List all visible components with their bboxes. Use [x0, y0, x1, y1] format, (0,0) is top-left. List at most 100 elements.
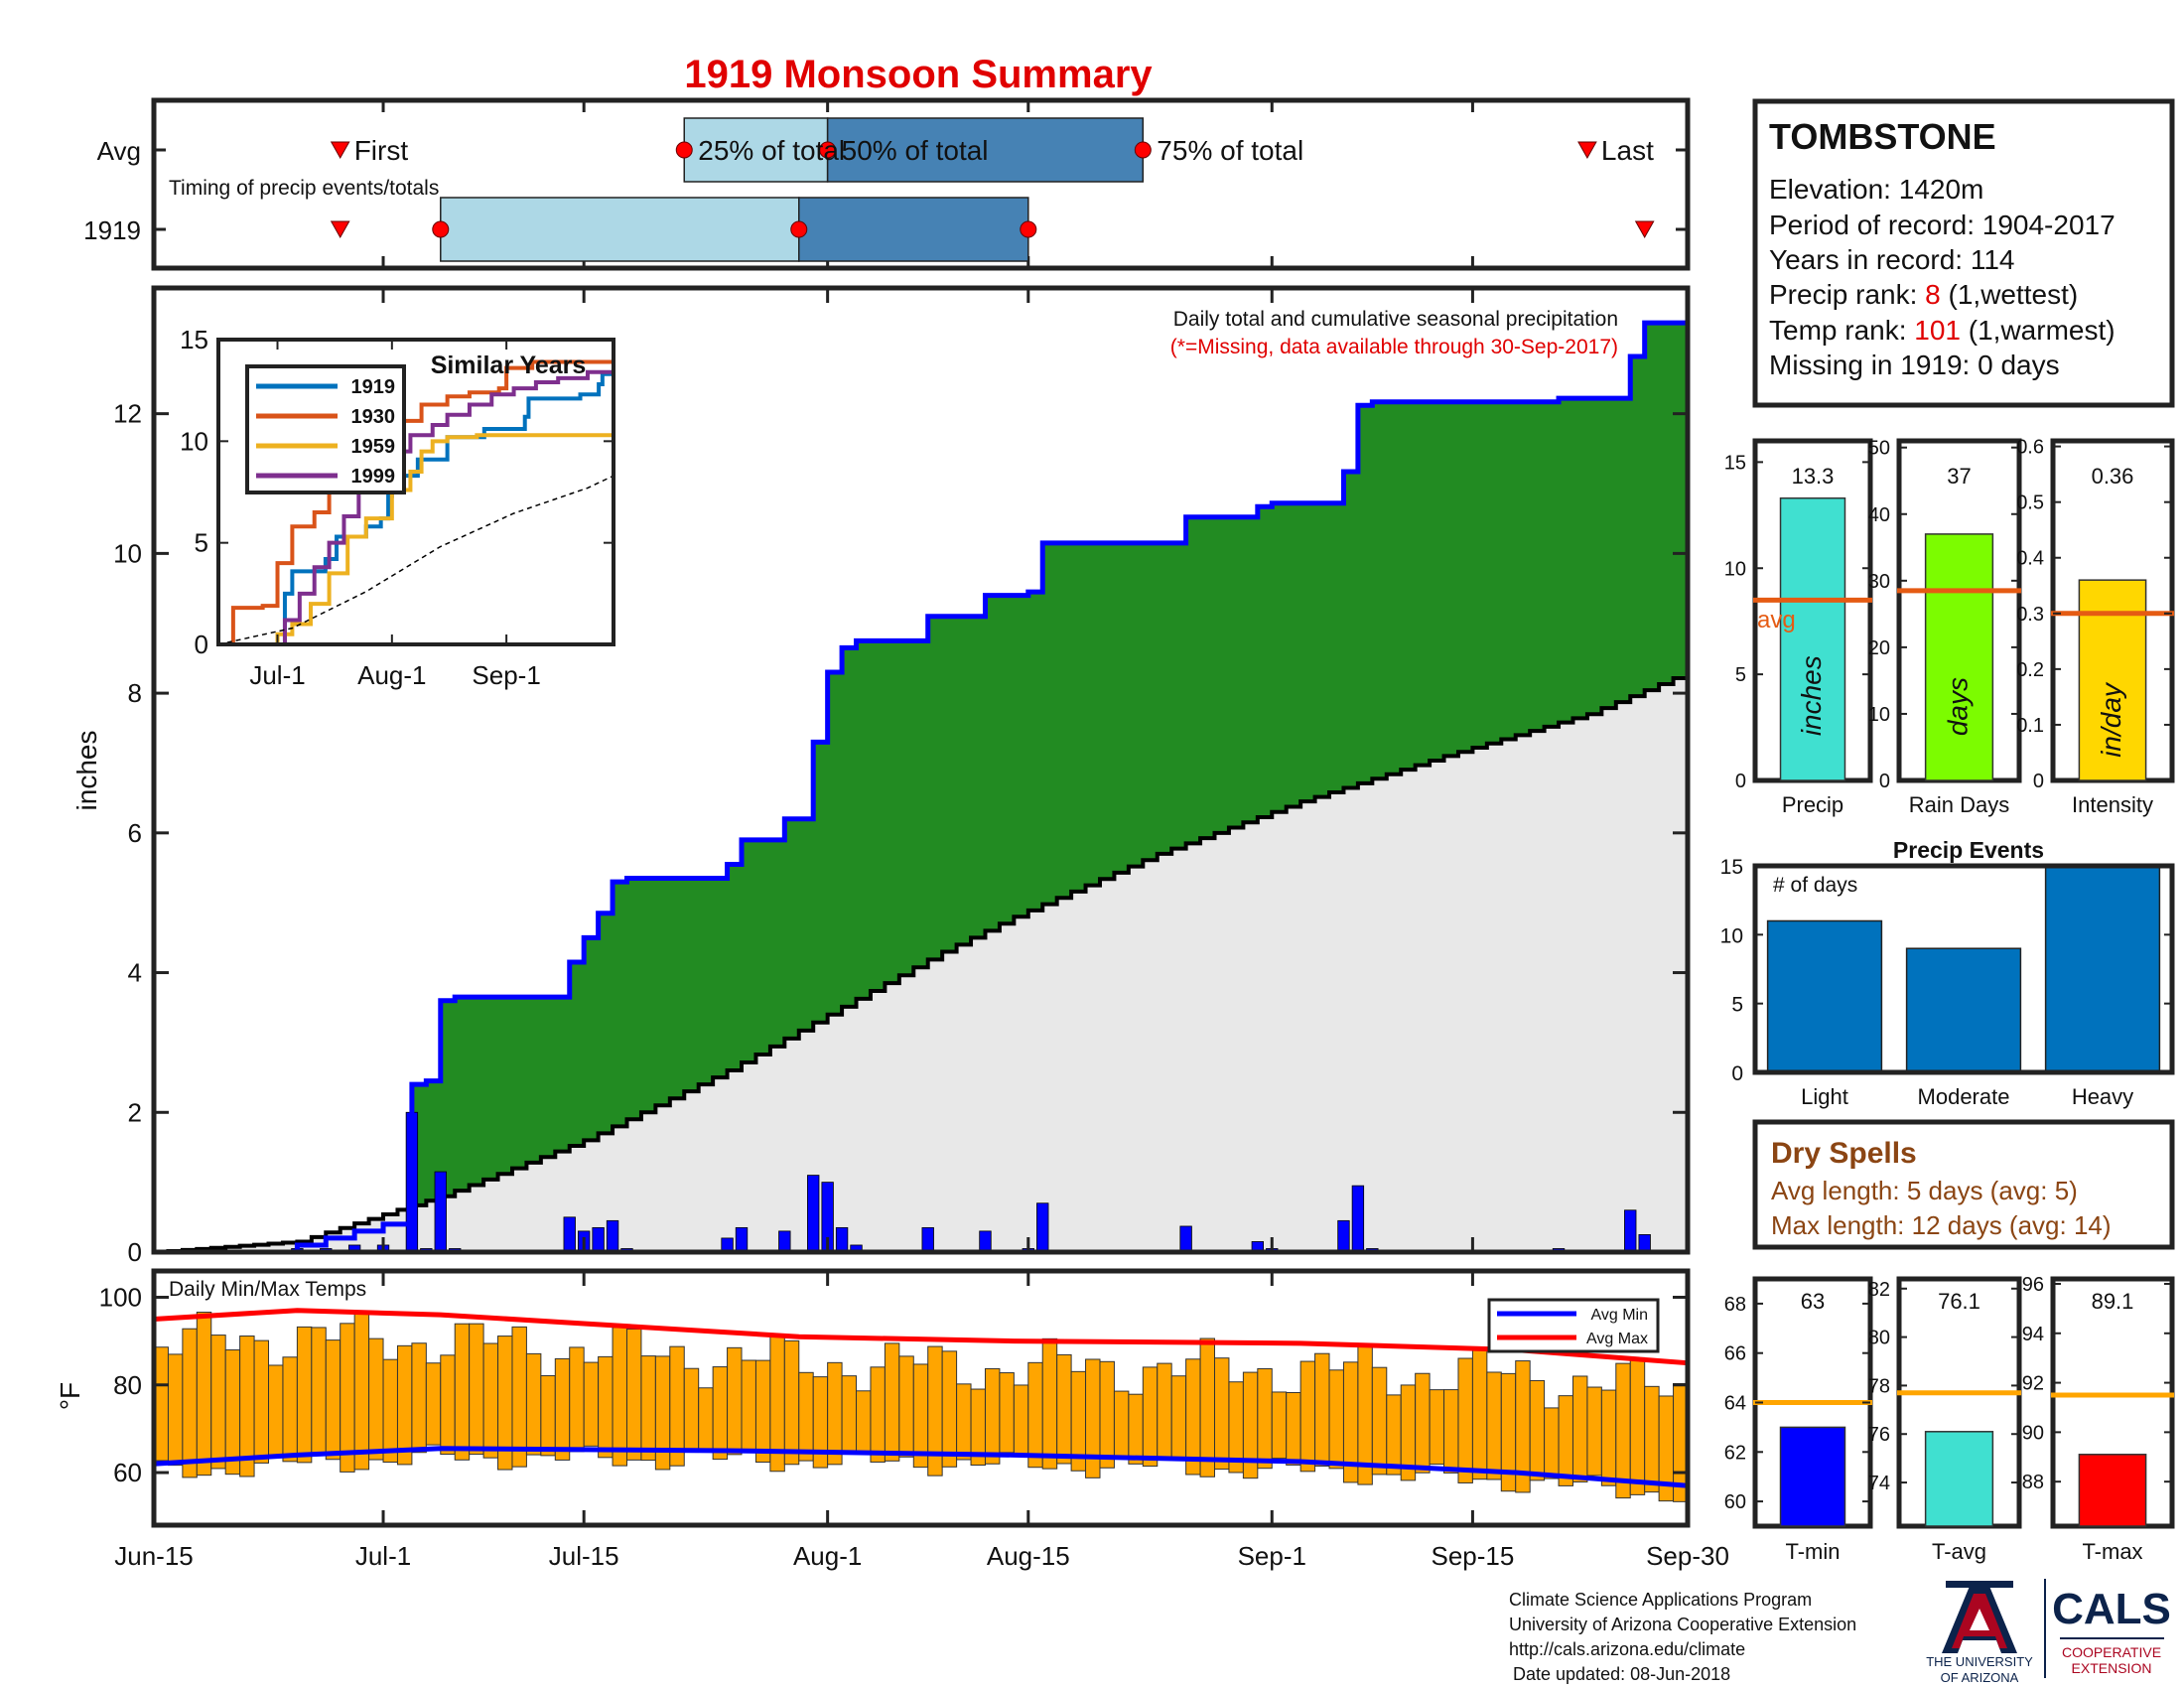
legend-avg-max: Avg Max [1586, 1331, 1648, 1347]
daily-temp-range-bar [683, 1367, 700, 1454]
daily-temp-range-bar [554, 1357, 571, 1461]
average-area [154, 671, 1688, 1252]
dry-spells-title: Dry Spells [1771, 1137, 1917, 1170]
date-tick-label: Aug-15 [987, 1541, 1070, 1571]
daily-temp-range-bar [411, 1342, 427, 1454]
daily-temp-range-bar [1271, 1391, 1288, 1460]
main-annotation: Daily total and cumulative seasonal prec… [1173, 308, 1618, 331]
daily-temp-range-bar [353, 1311, 370, 1471]
daily-temp-range-bar [625, 1329, 642, 1461]
stat-ytick-label: 0.3 [2016, 604, 2044, 626]
cals-wordmark: CALS [2052, 1585, 2171, 1633]
daily-temp-range-bar [224, 1349, 241, 1476]
main-ytick-label: 6 [128, 818, 142, 848]
dry-spells-avg: Avg length: 5 days (avg: 5) [1771, 1176, 2078, 1205]
similar-average-line [217, 475, 614, 645]
station-frame [1752, 98, 2175, 408]
daily-temp-range-bar [598, 1355, 614, 1459]
daily-temp-range-bar [1415, 1372, 1431, 1474]
daily-temp-range-bar [798, 1371, 814, 1462]
stat-unit-label-1: days [1943, 677, 1974, 736]
daily-temp-range-bar [741, 1359, 756, 1452]
daily-temp-range-bar [1600, 1389, 1617, 1486]
cals-coop-2: EXTENSION [2072, 1660, 2152, 1676]
temp-ytick-label: 80 [113, 1370, 142, 1400]
stat-unit-label-2: in/day [2096, 681, 2126, 758]
daily-temp-range-bar [583, 1361, 600, 1447]
inset-legend-1919: 1919 [351, 376, 396, 398]
main-ytick-label: 0 [128, 1237, 142, 1267]
daily-precip-bar [979, 1230, 992, 1253]
inset-legend-1999: 1999 [351, 466, 396, 488]
daily-temp-range-bar [1644, 1385, 1660, 1493]
tstat-ytick-label: 68 [1724, 1294, 1746, 1316]
stat-ytick-label: 40 [1868, 504, 1890, 526]
daily-precip-bar [921, 1226, 934, 1253]
daily-temp-range-bar [167, 1353, 184, 1467]
stat-ytick-label: 0.6 [2016, 437, 2044, 459]
stat-ytick-label: 0 [1735, 771, 1746, 792]
date-tick-label: Jun-15 [114, 1541, 194, 1571]
stat-avg-label: avg [1757, 607, 1796, 633]
temp-legend: Avg Min Avg Max [1487, 1298, 1660, 1353]
daily-temp-range-bar [525, 1352, 542, 1456]
stat-ytick-label: 0 [1879, 771, 1890, 792]
daily-temp-range-bar [482, 1342, 499, 1459]
daily-temp-range-bar [1371, 1366, 1388, 1476]
daily-temp-range-bar [640, 1355, 656, 1462]
date-tick-label: Jul-1 [355, 1541, 411, 1571]
events-title: Precip Events [1893, 837, 2044, 863]
event-category-label: Heavy [2072, 1084, 2133, 1109]
dry-spells-max: Max length: 12 days (avg: 14) [1771, 1210, 2112, 1240]
daily-precip-bar [1036, 1202, 1049, 1253]
daily-temp-range-bar [1157, 1362, 1172, 1459]
daily-precip-bar [735, 1226, 749, 1253]
daily-temp-range-bar [1471, 1349, 1488, 1480]
date-tick-label: Sep-15 [1431, 1541, 1514, 1571]
stat-ytick-label: 15 [1724, 452, 1746, 474]
inset-frame [216, 338, 615, 646]
avg-max-temp-line [153, 1308, 1689, 1366]
daily-precip-bar [1351, 1185, 1365, 1253]
daily-temp-range-bar [196, 1312, 212, 1477]
temp-ytick-label: 60 [113, 1458, 142, 1487]
daily-temp-range-bar [1041, 1337, 1058, 1470]
tstat-ytick-label: 60 [1724, 1491, 1746, 1513]
tstat-category-label-1: T-avg [1932, 1539, 1986, 1564]
main-ytick-label: 8 [128, 678, 142, 708]
similar-year-1959-line [218, 433, 615, 646]
footer-line-1: Climate Science Applications Program [1509, 1590, 1812, 1610]
daily-temp-range-bar [1328, 1369, 1344, 1470]
tstat-ytick-label: 82 [1868, 1279, 1890, 1301]
daily-temp-range-bar [1586, 1386, 1602, 1477]
year-q1-box [440, 197, 800, 262]
inset-xtick-label: Jul-1 [249, 660, 305, 690]
tstat-bar-1 [1924, 1431, 1994, 1527]
daily-temp-range-bar [210, 1335, 226, 1470]
daily-temp-range-bar [382, 1358, 398, 1464]
events-frame [1752, 863, 2175, 1075]
daily-temp-range-bar [1027, 1361, 1043, 1469]
daily-temp-range-bar [1571, 1375, 1588, 1482]
university-logo: THE UNIVERSITY OF ARIZONA [1926, 1581, 2033, 1685]
event-bar-moderate [1905, 947, 2022, 1073]
timing-row-avg: Avg [97, 136, 141, 166]
station-temp-rank: Temp rank: 101 (1,warmest) [1769, 315, 2116, 346]
tstat-ytick-label: 78 [1868, 1375, 1890, 1397]
daily-temp-range-bar [984, 1367, 1001, 1465]
stat-ytick-label: 5 [1735, 664, 1746, 686]
daily-temp-range-bar [282, 1356, 298, 1463]
stat-bar-0 [1779, 496, 1846, 781]
main-ytick-label: 4 [128, 958, 142, 988]
main-ylabel: inches [71, 731, 102, 811]
stat-bar-1 [1924, 533, 1994, 781]
timing-panel: Avg 1919 Timing of precip events/totals … [83, 97, 1691, 271]
daily-temp-range-bar [884, 1342, 900, 1462]
inset-xtick-label: Aug-1 [357, 660, 426, 690]
missing-note: (*=Missing, data available through 30-Se… [1170, 336, 1618, 358]
dry-spells-frame [1752, 1119, 2175, 1250]
inset-legend-1959: 1959 [351, 436, 396, 458]
daily-temp-range-bar [1142, 1366, 1159, 1468]
avg-min-temp-line [153, 1446, 1689, 1488]
seasonal-stats-panels: 13.3 inches Precip 0 5 10 15 37 days Rain Days 0 10… [1724, 437, 2175, 817]
